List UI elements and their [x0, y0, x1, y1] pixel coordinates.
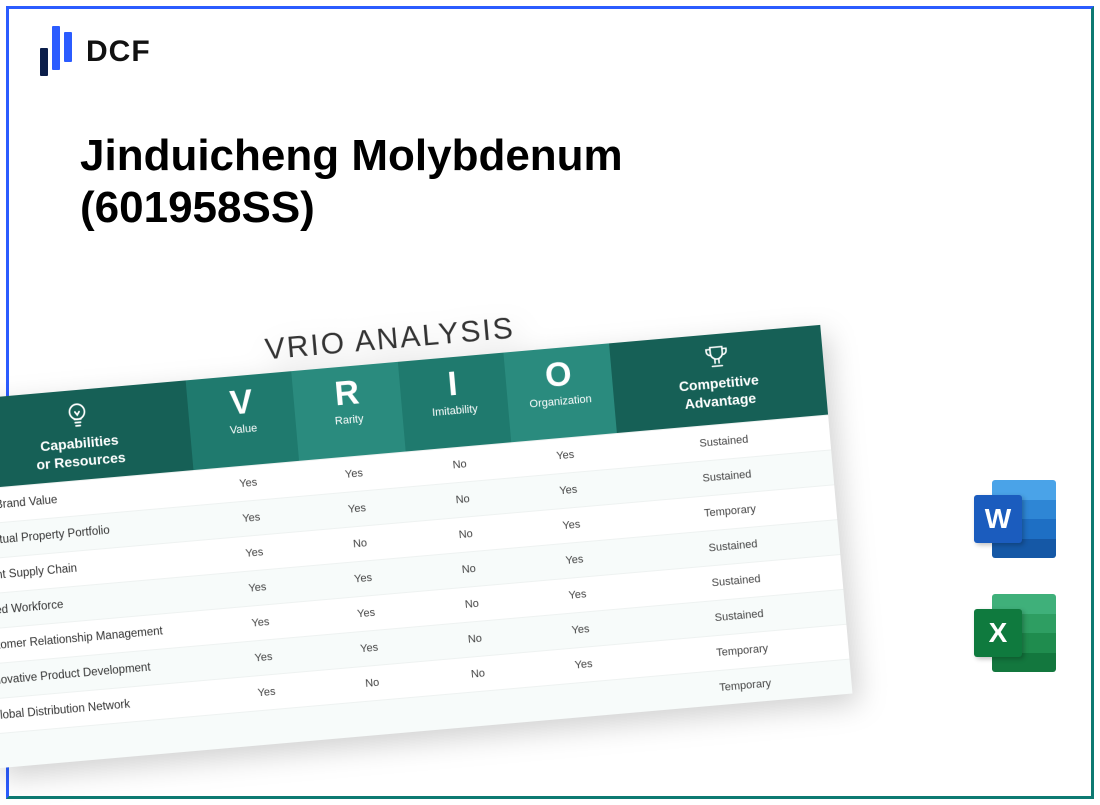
- vrio-col-header: VValue: [186, 371, 300, 471]
- logo-bars-icon: [40, 28, 76, 76]
- vrio-table-card: VRIO ANALYSIS Capabilitiesor ResourcesVV…: [0, 285, 852, 769]
- title-line-1: Jinduicheng Molybdenum: [80, 131, 623, 180]
- vrio-col-header: IImitability: [397, 353, 511, 453]
- vrio-table: Capabilitiesor ResourcesVValueRRarityIIm…: [0, 325, 852, 769]
- brand-text: DCF: [86, 35, 151, 69]
- excel-icon[interactable]: X: [974, 594, 1056, 672]
- word-tile-letter: W: [974, 495, 1022, 543]
- vrio-col-header: RRarity: [292, 362, 406, 462]
- word-icon[interactable]: W: [974, 480, 1056, 558]
- excel-tile-letter: X: [974, 609, 1022, 657]
- page-title: Jinduicheng Molybdenum (601958SS): [80, 130, 623, 234]
- title-line-2: (601958SS): [80, 183, 315, 232]
- brand-logo: DCF: [40, 28, 151, 76]
- file-format-icons: W X: [974, 480, 1056, 672]
- vrio-col-header: OOrganization: [503, 343, 617, 443]
